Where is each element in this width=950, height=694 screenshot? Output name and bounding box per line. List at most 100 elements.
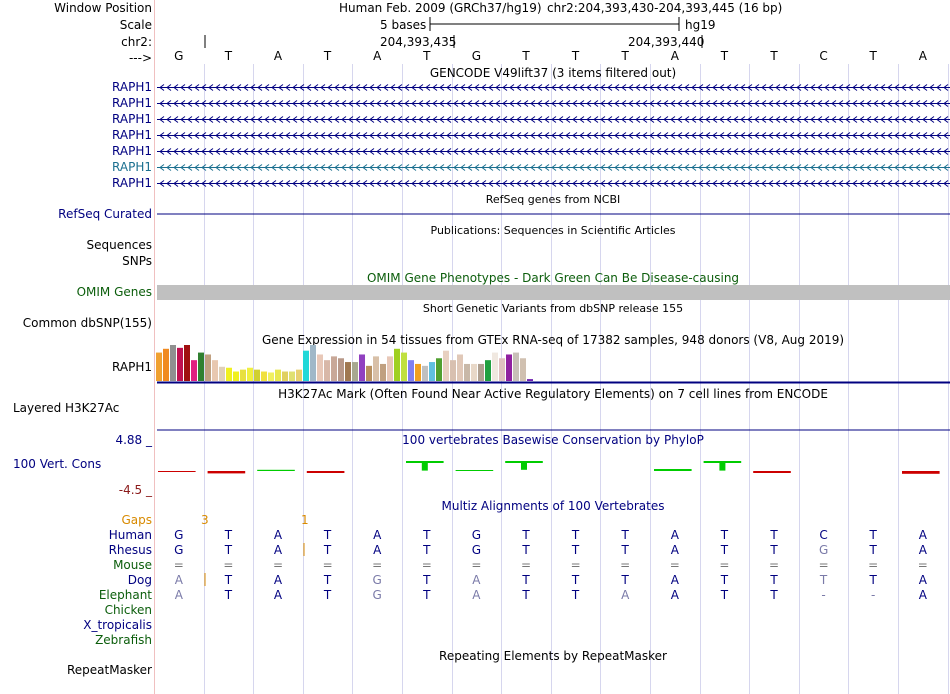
species-label[interactable]: Human xyxy=(108,528,152,542)
cons-label[interactable]: 100 Vert. Cons xyxy=(13,457,102,471)
cons-score-bar[interactable] xyxy=(902,471,940,474)
base-letter: T xyxy=(224,49,233,63)
gtex-tissue-bar[interactable] xyxy=(429,362,435,381)
gtex-tissue-bar[interactable] xyxy=(268,372,274,381)
gtex-tissue-bar[interactable] xyxy=(527,379,533,381)
gtex-tissue-bar[interactable] xyxy=(443,350,449,381)
gtex-tissue-bar[interactable] xyxy=(226,367,232,381)
gtex-tissue-bar[interactable] xyxy=(513,352,519,381)
gtex-tissue-bar[interactable] xyxy=(317,354,323,381)
species-label[interactable]: Mouse xyxy=(113,558,152,572)
gtex-tissue-bar[interactable] xyxy=(380,363,386,381)
gtex-tissue-bar[interactable] xyxy=(212,360,218,381)
refseq-label[interactable]: RefSeq Curated xyxy=(58,207,152,221)
gtex-tissue-bar[interactable] xyxy=(485,360,491,381)
snps-label[interactable]: SNPs xyxy=(122,254,152,268)
gtex-tissue-bar[interactable] xyxy=(282,371,288,381)
gtex-tissue-bar[interactable] xyxy=(275,369,281,381)
coord-right: 204,393,440 xyxy=(628,35,705,49)
gtex-tissue-bar[interactable] xyxy=(233,371,239,381)
gtex-tissue-bar[interactable] xyxy=(184,345,190,381)
gtex-tissue-bar[interactable] xyxy=(520,358,526,381)
gtex-tissue-bar[interactable] xyxy=(499,358,505,381)
gtex-tissue-bar[interactable] xyxy=(303,350,309,381)
gtex-tissue-bar[interactable] xyxy=(324,360,330,381)
gtex-tissue-bar[interactable] xyxy=(170,345,176,381)
species-label[interactable]: Zebrafish xyxy=(95,633,152,647)
gtex-tissue-bar[interactable] xyxy=(492,352,498,381)
gtex-tissue-bar[interactable] xyxy=(254,369,260,381)
cons-score-bar[interactable] xyxy=(719,461,726,471)
cons-score-bar[interactable] xyxy=(257,469,295,471)
position-text[interactable]: chr2:204,393,430-204,393,445 (16 bp) xyxy=(547,1,783,15)
alignment-base: = xyxy=(768,558,780,572)
gtex-tissue-bar[interactable] xyxy=(506,354,512,381)
gencode-item-label[interactable]: RAPH1 xyxy=(112,160,152,174)
gtex-tissue-bar[interactable] xyxy=(401,352,407,381)
alignment-base: C xyxy=(819,528,828,542)
gtex-tissue-bar[interactable] xyxy=(198,352,204,381)
gencode-item-label[interactable]: RAPH1 xyxy=(112,112,152,126)
gtex-tissue-bar[interactable] xyxy=(289,371,295,381)
gtex-tissue-bar[interactable] xyxy=(240,369,246,381)
gtex-tissue-bar[interactable] xyxy=(191,360,197,381)
gtex-tissue-bar[interactable] xyxy=(247,367,253,381)
gencode-item-label[interactable]: RAPH1 xyxy=(112,128,152,142)
gtex-tissue-bar[interactable] xyxy=(408,360,414,381)
h3k27-label[interactable]: Layered H3K27Ac xyxy=(13,401,120,415)
gtex-tissue-bar[interactable] xyxy=(205,354,211,381)
species-label[interactable]: Dog xyxy=(127,573,152,587)
cons-score-bar[interactable] xyxy=(207,471,246,474)
dbsnp-label[interactable]: Common dbSNP(155) xyxy=(22,316,152,330)
cons-score-bar[interactable] xyxy=(158,471,196,472)
sequences-label[interactable]: Sequences xyxy=(86,238,152,252)
cons-score-bar[interactable] xyxy=(753,471,791,473)
gtex-tissue-bar[interactable] xyxy=(366,365,372,381)
gtex-tissue-bar[interactable] xyxy=(478,363,484,381)
gtex-tissue-bar[interactable] xyxy=(387,356,393,381)
cons-score-bar[interactable] xyxy=(455,470,494,471)
cons-score-bar[interactable] xyxy=(421,461,428,471)
gencode-item-label[interactable]: RAPH1 xyxy=(112,96,152,110)
gtex-tissue-bar[interactable] xyxy=(436,358,442,381)
gtex-tissue-bar[interactable] xyxy=(310,345,316,381)
gencode-item-label[interactable]: RAPH1 xyxy=(112,80,152,94)
omim-label[interactable]: OMIM Genes xyxy=(76,285,152,299)
gencode-item-label[interactable]: RAPH1 xyxy=(112,176,152,190)
gtex-tissue-bar[interactable] xyxy=(156,352,162,381)
gencode-item-label[interactable]: RAPH1 xyxy=(112,144,152,158)
gtex-label[interactable]: RAPH1 xyxy=(112,360,152,374)
gtex-tissue-bar[interactable] xyxy=(163,348,169,381)
cons-score-bar[interactable] xyxy=(654,469,692,471)
gtex-tissue-bar[interactable] xyxy=(415,363,421,381)
gtex-tissue-bar[interactable] xyxy=(261,371,267,381)
repeat-label[interactable]: RepeatMasker xyxy=(66,663,152,677)
gtex-tissue-bar[interactable] xyxy=(177,347,183,381)
species-label[interactable]: Rhesus xyxy=(108,543,152,557)
cons-score-bar[interactable] xyxy=(306,471,345,473)
cons-score-bar[interactable] xyxy=(521,461,527,470)
species-label[interactable]: Elephant xyxy=(98,588,152,602)
alignment-base: T xyxy=(720,528,729,542)
omim-gene-bar[interactable] xyxy=(157,285,950,300)
gtex-tissue-bar[interactable] xyxy=(450,360,456,381)
gtex-tissue-bar[interactable] xyxy=(352,362,358,381)
gtex-tissue-bar[interactable] xyxy=(219,366,225,381)
gtex-tissue-bar[interactable] xyxy=(338,358,344,381)
gtex-tissue-bar[interactable] xyxy=(464,363,470,381)
gtex-tissue-bar[interactable] xyxy=(394,348,400,381)
gtex-tissue-bar[interactable] xyxy=(457,354,463,381)
gtex-tissue-bar[interactable] xyxy=(296,369,302,381)
species-label[interactable]: X_tropicalis xyxy=(83,618,152,632)
species-label[interactable]: Chicken xyxy=(104,603,152,617)
alignment-base: T xyxy=(323,573,332,587)
gtex-tissue-bar[interactable] xyxy=(373,356,379,381)
gtex-tissue-bar[interactable] xyxy=(359,354,365,381)
gtex-tissue-bar[interactable] xyxy=(471,363,477,381)
gtex-tissue-bar[interactable] xyxy=(345,362,351,381)
gtex-tissue-bar[interactable] xyxy=(422,365,428,381)
gtex-tissue-bar[interactable] xyxy=(331,356,337,381)
